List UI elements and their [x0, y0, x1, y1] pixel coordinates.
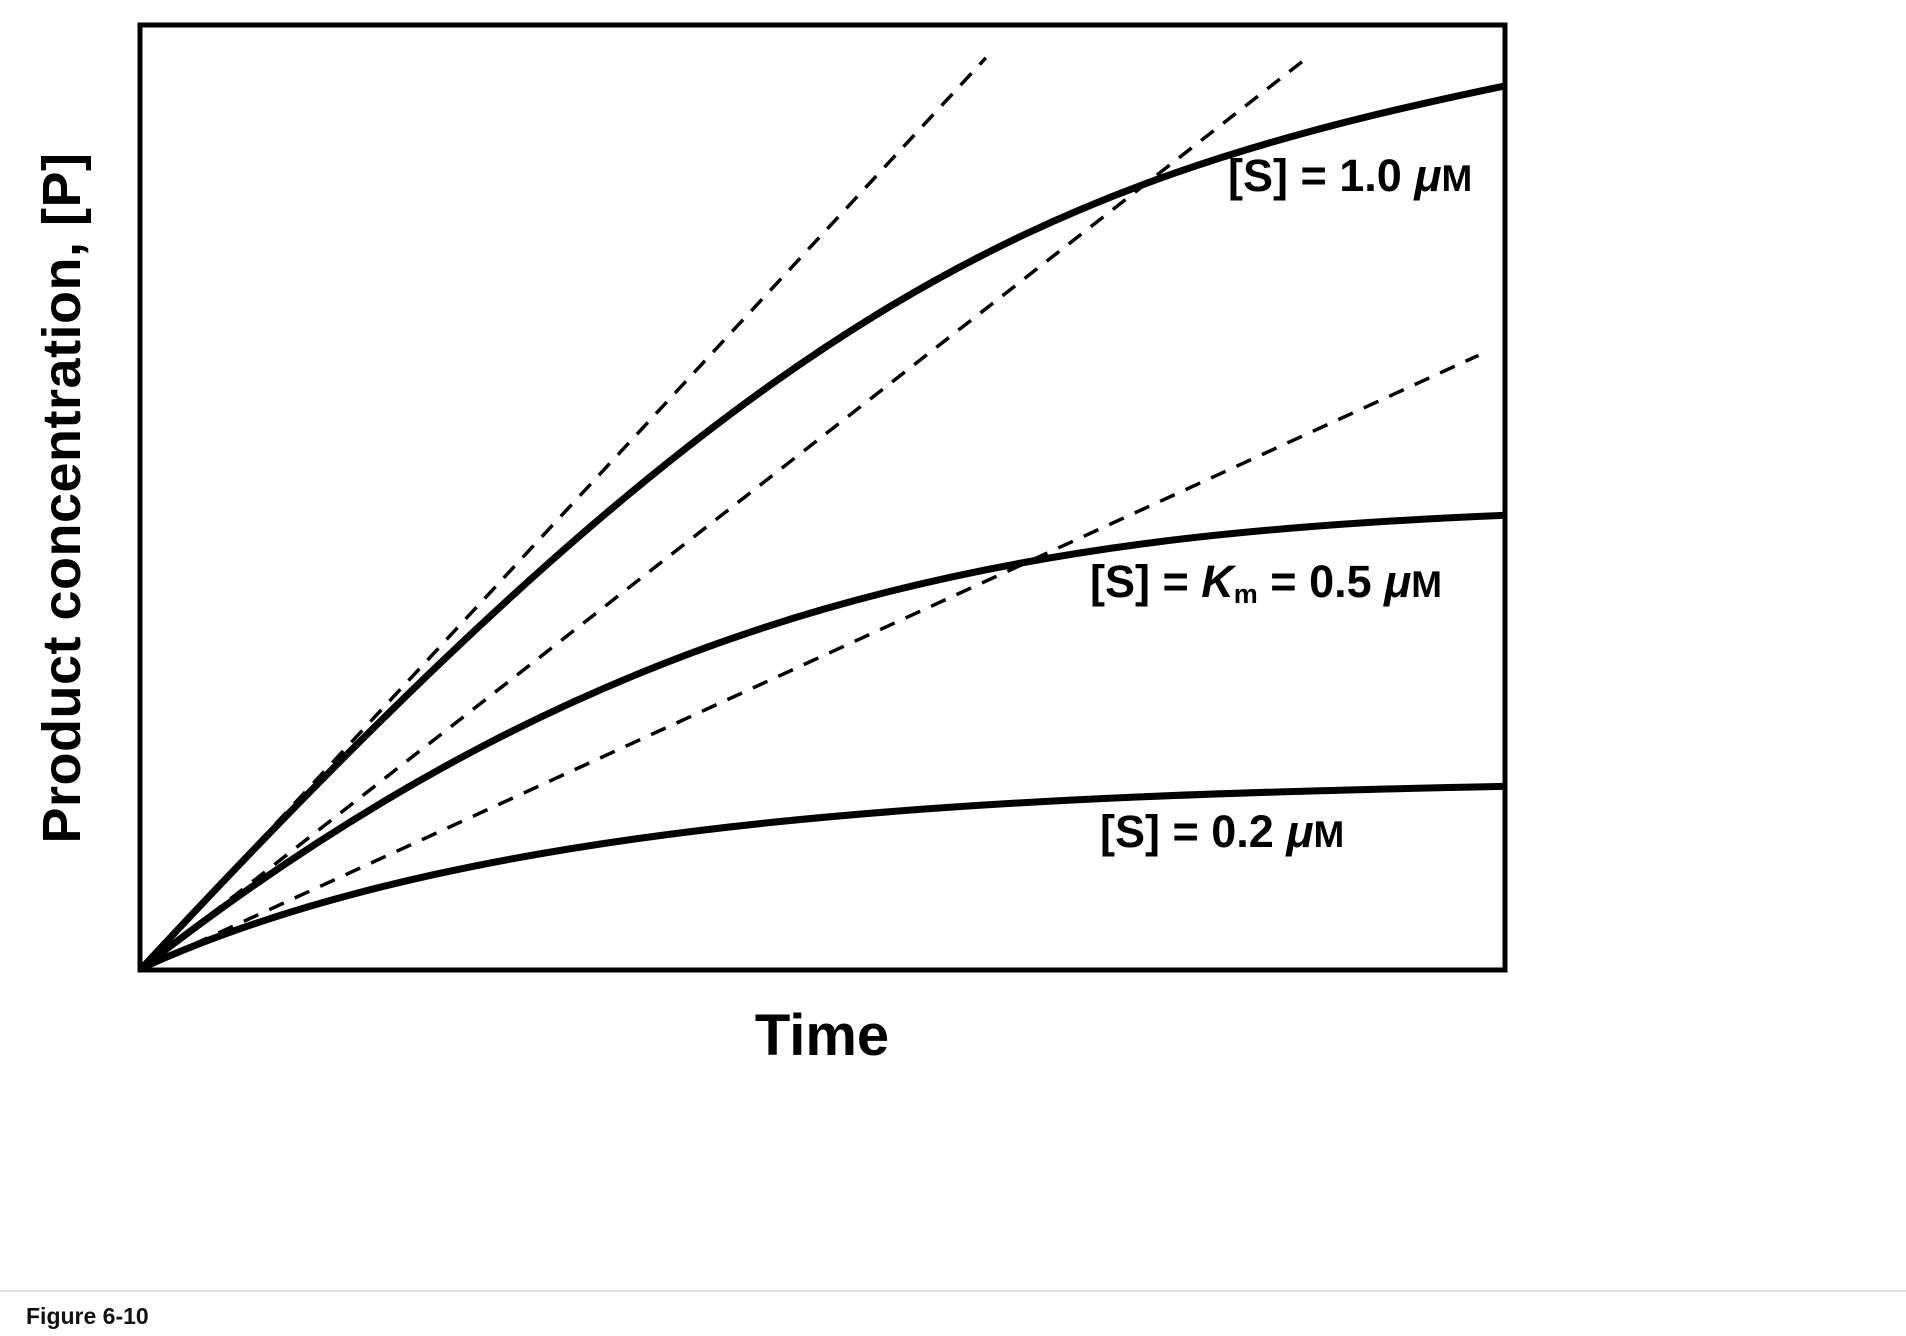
bottom-divider	[0, 1290, 1906, 1292]
curve-annotation-1uM: [S] = 1.0 μM	[1228, 150, 1473, 201]
tangent-line-0.2uM	[141, 353, 1480, 970]
y-axis-label: Product concentration, [P]	[32, 152, 92, 844]
figure-caption: Figure 6-10	[26, 1303, 149, 1329]
tangent-line-0.5uM	[140, 57, 1307, 970]
progress-curve-1.0uM	[138, 82, 1507, 972]
plot-frame	[137, 22, 1508, 973]
progress-curve-0.5uM	[138, 511, 1507, 972]
x-axis-label: Time	[754, 1003, 890, 1068]
progress-curve-0.2uM	[138, 782, 1507, 972]
curve-annotation-0.5uM: [S] = Km = 0.5 μM	[1090, 556, 1443, 609]
curve-annotation-0.2uM: [S] = 0.2 μM	[1100, 806, 1345, 857]
